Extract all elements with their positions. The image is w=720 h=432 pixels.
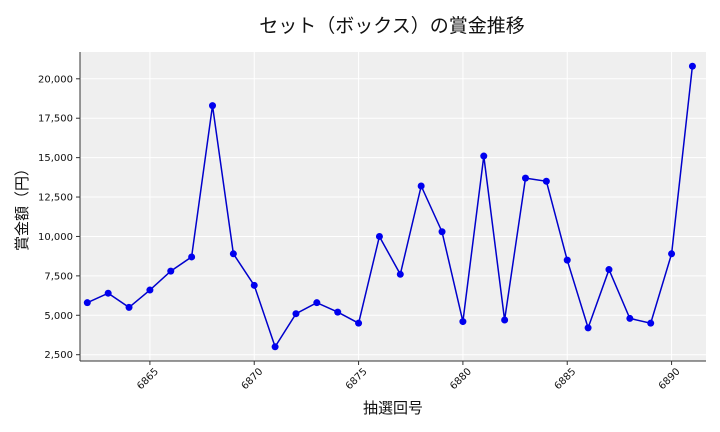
data-point: [313, 299, 321, 307]
data-point: [438, 228, 446, 236]
grid-lines: [80, 52, 706, 361]
axes: [79, 52, 706, 362]
data-point: [668, 250, 676, 258]
data-point: [355, 319, 363, 327]
data-point: [563, 256, 571, 264]
data-point: [626, 314, 634, 322]
y-tick-label: 12,500: [38, 193, 73, 204]
y-tick-label: 17,500: [38, 114, 73, 125]
data-point: [501, 316, 509, 324]
data-point: [417, 182, 425, 190]
x-axis-label: 抽選回号: [363, 399, 423, 417]
y-tick-label: 7,500: [44, 271, 73, 282]
data-point: [146, 286, 154, 294]
data-point: [167, 267, 175, 275]
plot-area: [80, 52, 706, 361]
x-tick-label: 6880: [448, 366, 474, 392]
data-point: [125, 303, 133, 311]
data-point: [83, 299, 91, 307]
x-tick-label: 6875: [344, 366, 370, 392]
data-point: [209, 102, 217, 110]
x-tick-label: 6870: [240, 366, 266, 392]
x-tick-label: 6865: [135, 366, 161, 392]
y-tick-label: 10,000: [38, 232, 73, 243]
data-point: [584, 324, 592, 332]
x-tick-label: 6890: [657, 366, 683, 392]
data-point: [459, 318, 467, 326]
data-point: [647, 319, 655, 327]
series-line: [86, 66, 694, 349]
data-point: [688, 62, 696, 70]
data-point: [334, 308, 342, 316]
data-point: [542, 177, 550, 185]
y-tick-label: 20,000: [38, 74, 73, 85]
data-point: [396, 270, 404, 278]
data-point: [229, 250, 237, 258]
y-tick-label: 2,500: [44, 350, 73, 361]
data-point: [375, 232, 383, 240]
data-point: [104, 289, 112, 297]
data-point: [480, 152, 488, 160]
x-tick-label: 6885: [553, 366, 579, 392]
data-point: [292, 310, 300, 318]
y-axis-label: 賞金額（円）: [13, 161, 31, 251]
data-point: [250, 281, 258, 289]
data-point: [605, 266, 613, 274]
x-axis-ticks: 6865 6870 6875 6880 6885 6890: [135, 361, 683, 392]
data-point: [522, 174, 530, 182]
series-prize: [83, 62, 696, 351]
y-tick-label: 5,000: [44, 311, 73, 322]
y-axis-ticks: 2,500 5,000 7,500 10,000 12,500 15,000 17,500 2…: [38, 74, 80, 361]
data-point: [271, 343, 279, 351]
chart-title: セット（ボックス）の賞金推移: [259, 15, 524, 37]
data-point: [188, 253, 196, 261]
y-tick-label: 15,000: [38, 153, 73, 164]
